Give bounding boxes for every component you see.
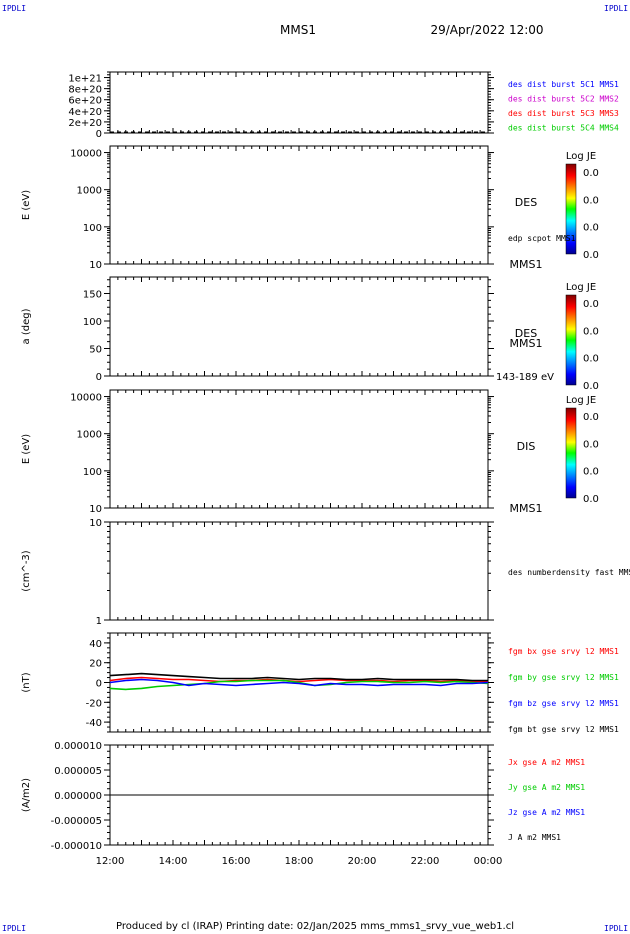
y-tick-label: 1 xyxy=(96,616,102,627)
y-tick-label: 100 xyxy=(83,223,102,234)
corner-mark-bottom-left: IPDLI xyxy=(2,924,27,933)
legend-entry: Jz gse A m2 MMS1 xyxy=(508,808,585,817)
y-tick-label: 100 xyxy=(83,317,102,328)
y-tick-label: -0.000005 xyxy=(51,816,102,827)
overlay-legend: edp scpot MMS1 xyxy=(508,234,576,243)
spacecraft-label: MMS1 xyxy=(510,337,543,350)
y-tick-label: 40 xyxy=(89,639,102,650)
y-tick-label: 1000 xyxy=(77,186,102,197)
y-tick-label: 10000 xyxy=(70,393,102,404)
y-tick-label: -40 xyxy=(86,718,102,729)
x-tick-label: 18:00 xyxy=(285,856,314,867)
y-tick-label: 10 xyxy=(89,518,102,529)
spacecraft-label: MMS1 xyxy=(510,502,543,515)
instrument-label: DIS xyxy=(517,440,536,453)
legend-entry: des dist burst 5C3 MMS3 xyxy=(508,109,619,118)
series-line xyxy=(109,672,488,682)
x-tick-label: 16:00 xyxy=(222,856,251,867)
y-axis-label: E (eV) xyxy=(21,434,32,464)
legend-entry: des dist burst 5C2 MMS2 xyxy=(508,95,619,104)
y-tick-label: 10000 xyxy=(70,149,102,160)
legend-entry: fgm by gse srvy l2 MMS1 xyxy=(508,673,619,682)
legend-entry: des dist burst 5C4 MMS4 xyxy=(508,124,619,133)
x-tick-label: 12:00 xyxy=(96,856,125,867)
colorbar-title: Log JE xyxy=(566,151,596,162)
y-tick-label: 20 xyxy=(89,659,102,670)
colorbar-tick-label: 0.0 xyxy=(583,381,599,392)
y-tick-label: 0.000000 xyxy=(54,791,102,802)
x-tick-label: 22:00 xyxy=(411,856,440,867)
colorbar-tick-label: 0.0 xyxy=(583,467,599,478)
y-tick-label: 10 xyxy=(89,504,102,515)
y-tick-label: -0.000010 xyxy=(51,841,102,852)
colorbar xyxy=(565,163,577,255)
page-title: MMS1 xyxy=(280,23,316,37)
y-tick-label: 1000 xyxy=(77,430,102,441)
colorbar-tick-label: 0.0 xyxy=(583,223,599,234)
y-tick-label: 100 xyxy=(83,467,102,478)
y-axis-label: a (deg) xyxy=(21,308,32,344)
footer-credits: Produced by cl (IRAP) Printing date: 02/… xyxy=(116,921,514,932)
y-tick-label: 150 xyxy=(83,290,102,301)
legend-entry: des numberdensity fast MMS1 xyxy=(508,568,630,577)
colorbar-tick-label: 0.0 xyxy=(583,326,599,337)
colorbar xyxy=(565,407,577,499)
colorbar-tick-label: 0.0 xyxy=(583,299,599,310)
spacecraft-label: MMS1 xyxy=(510,258,543,271)
corner-mark-bottom-right: IPDLI xyxy=(604,924,629,933)
colorbar xyxy=(565,294,577,386)
y-axis-label: (A/m2) xyxy=(21,778,32,812)
series-line xyxy=(109,679,489,691)
y-tick-label: -20 xyxy=(86,698,102,709)
y-axis-label: (nT) xyxy=(21,672,32,692)
x-tick-label: 00:00 xyxy=(474,856,503,867)
y-axis-label: E (eV) xyxy=(21,190,32,220)
energy-range-label: 143-189 eV xyxy=(496,372,554,383)
y-tick-label: 0 xyxy=(96,372,102,383)
panel-frame-dist-burst xyxy=(109,71,489,134)
colorbar-title: Log JE xyxy=(566,395,596,406)
series-line xyxy=(109,678,489,687)
series-line xyxy=(109,676,488,683)
legend-entry: J A m2 MMS1 xyxy=(508,833,561,842)
y-tick-label: 0.000005 xyxy=(54,766,102,777)
y-tick-label: 2e+20 xyxy=(68,118,102,129)
y-tick-label: 1e+21 xyxy=(68,74,102,85)
y-tick-label: 6e+20 xyxy=(68,96,102,107)
y-tick-label: 50 xyxy=(89,345,102,356)
legend-entry: Jx gse A m2 MMS1 xyxy=(508,758,585,767)
y-tick-label: 0 xyxy=(96,679,102,690)
legend-entry: fgm bx gse srvy l2 MMS1 xyxy=(508,647,619,656)
panel-frame-des-energy xyxy=(109,145,489,265)
colorbar-title: Log JE xyxy=(566,282,596,293)
legend-entry: fgm bt gse srvy l2 MMS1 xyxy=(508,725,619,734)
colorbar-tick-label: 0.0 xyxy=(583,354,599,365)
colorbar-tick-label: 0.0 xyxy=(583,250,599,261)
corner-mark-top-right: IPDLI xyxy=(604,4,629,13)
legend-entry: des dist burst 5C1 MMS1 xyxy=(508,80,619,89)
panel-frame-density xyxy=(109,521,489,621)
x-tick-label: 20:00 xyxy=(348,856,377,867)
colorbar-tick-label: 0.0 xyxy=(583,494,599,505)
corner-mark-top-left: IPDLI xyxy=(2,4,27,13)
colorbar-tick-label: 0.0 xyxy=(583,439,599,450)
colorbar-tick-label: 0.0 xyxy=(583,412,599,423)
legend-entry: fgm bz gse srvy l2 MMS1 xyxy=(508,699,619,708)
y-tick-label: 10 xyxy=(89,260,102,271)
instrument-label: DES xyxy=(515,327,537,340)
page-date: 29/Apr/2022 12:00 xyxy=(430,23,543,37)
colorbar-tick-label: 0.0 xyxy=(583,195,599,206)
y-tick-label: 4e+20 xyxy=(68,107,102,118)
colorbar-tick-label: 0.0 xyxy=(583,168,599,179)
y-axis-label: (cm^-3) xyxy=(21,550,32,591)
x-tick-label: 14:00 xyxy=(159,856,188,867)
panel-frame-dis-energy xyxy=(109,389,489,509)
y-tick-label: 8e+20 xyxy=(68,85,102,96)
y-tick-label: 0.000010 xyxy=(54,741,102,752)
legend-entry: Jy gse A m2 MMS1 xyxy=(508,783,585,792)
instrument-label: DES xyxy=(515,196,537,209)
y-tick-label: 0 xyxy=(96,129,102,140)
panel-frame-des-pitch xyxy=(109,276,489,377)
